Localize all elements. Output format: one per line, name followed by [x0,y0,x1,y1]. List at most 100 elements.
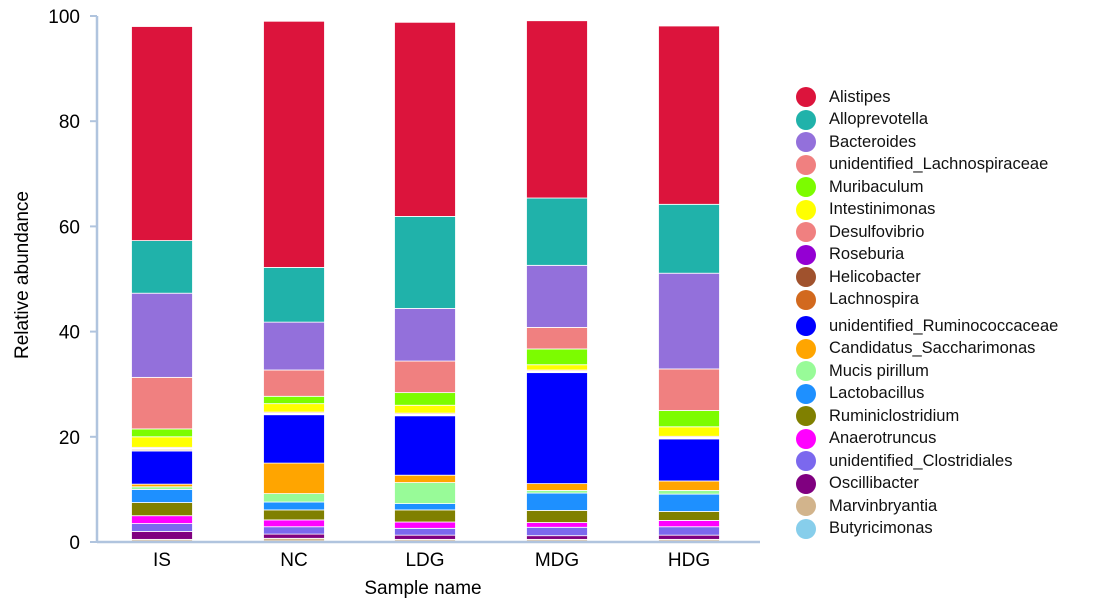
legend-item: Anaerotruncus [796,428,1058,451]
legend-swatch [796,361,816,382]
legend-swatch [796,383,816,404]
bar-segment [526,372,588,485]
bar-segment [263,414,325,464]
legend-item: unidentified_Lachnospiraceae [796,154,1058,177]
bar-segment [394,503,456,511]
legend: Alistipes Alloprevotella Bacteroides uniden… [796,86,1058,540]
bar-segment [394,21,456,217]
legend-label: Bacteroides [829,132,917,151]
legend-swatch [796,289,816,310]
bar-MDG [526,20,588,543]
bar-segment [658,25,720,205]
bar-HDG [658,25,720,543]
bar-segment [263,267,325,323]
bar-segment [658,426,720,437]
bar-segment [263,493,325,503]
legend-label: unidentified_Clostridiales [829,451,1013,470]
bar-segment [658,493,720,512]
bar-segment [263,395,325,405]
x-axis-title: Sample name [364,578,481,599]
legend-swatch [796,244,816,265]
legend-label: Muribaculum [829,177,924,196]
legend-item: Helicobacter [796,266,1058,289]
bar-segment [263,20,325,268]
legend-item: Bacteroides [796,131,1058,154]
bar-segment [526,510,588,523]
bar-segment [263,533,325,539]
legend-label: Candidatus_Saccharimonas [829,339,1036,358]
bar-segment [394,482,456,505]
legend-item: Marvinbryantia [796,495,1058,518]
bar-segment [394,509,456,523]
legend-label: Oscillibacter [829,474,919,493]
stacked-bar-chart: 0 20 40 60 80 100 IS NC LDG MDG HDG Sample name R… [12,7,760,599]
bar-segment [263,526,325,535]
bar-segment [526,348,588,366]
legend-item: unidentified_Ruminococcaceae [796,315,1058,338]
legend-label: Butyricimonas [829,519,933,538]
bar-segment [526,535,588,540]
bar-segment [526,264,588,328]
legend-label: Lachnospira [829,290,919,309]
bar-segment [131,436,193,448]
bar-segment [263,369,325,397]
legend-label: unidentified_Ruminococcaceae [829,316,1059,335]
legend-item: Intestinimonas [796,199,1058,222]
legend-label: Alloprevotella [829,110,929,129]
bar-LDG [394,21,456,543]
bar-segment [658,511,720,521]
y-tick-label: 80 [59,112,80,133]
bar-segment [131,292,193,378]
legend-swatch [796,406,816,427]
bar-segment [131,240,193,294]
x-tick-label: IS [153,550,171,571]
x-tick-label: HDG [668,550,710,571]
bar-segment [394,415,456,476]
legend-swatch [796,338,816,359]
legend-item: Alloprevotella [796,109,1058,132]
legend-swatch [796,199,816,220]
legend-swatch [796,316,816,337]
bar-segment [394,360,456,394]
bar-segment [131,488,193,503]
bar-segment [263,403,325,413]
bar-segment [658,490,720,495]
legend-label: Anaerotruncus [829,429,937,448]
legend-swatch [796,109,816,130]
bar-segment [526,526,588,537]
bar-segment [394,534,456,540]
legend-item: Lactobacillus [796,383,1058,406]
bar-segment [394,392,456,406]
bars [131,20,720,543]
legend-label: Intestinimonas [829,200,936,219]
legend-label: Alistipes [829,87,891,106]
x-tick-label: NC [280,550,307,571]
legend-label: Lactobacillus [829,384,925,403]
legend-label: unidentified_Lachnospiraceae [829,155,1049,174]
bar-segment [526,492,588,511]
y-tick-label: 100 [48,7,80,28]
bar-segment [131,515,193,524]
legend-item: Ruminiclostridium [796,405,1058,428]
legend-item: Butyricimonas [796,518,1058,541]
bar-segment [658,534,720,540]
legend-swatch [796,496,816,517]
bar-segment [658,526,720,536]
legend-item: Oscillibacter [796,473,1058,496]
legend-label: Mucis pirillum [829,361,929,380]
legend-swatch [796,177,816,198]
bar-segment [526,197,588,266]
bar-segment [658,410,720,428]
x-tick-label: MDG [535,550,579,571]
bar-segment [131,523,193,532]
legend-item: unidentified_Clostridiales [796,450,1058,473]
bar-segment [263,509,325,521]
legend-label: Ruminiclostridium [829,406,960,425]
legend-item: Desulfovibrio [796,221,1058,244]
bar-segment [658,368,720,411]
legend-swatch [796,267,816,288]
bar-segment [394,521,456,529]
bar-segment [263,501,325,511]
legend-swatch [796,428,816,449]
legend-swatch [796,154,816,175]
